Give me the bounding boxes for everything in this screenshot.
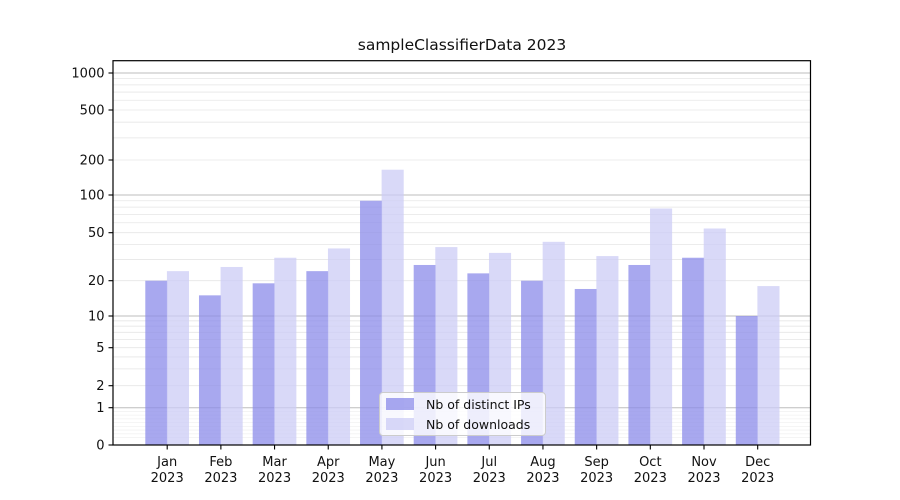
y-tick-label-200: 200 <box>80 154 105 169</box>
x-tick-label-feb: Feb 2023 <box>204 455 237 486</box>
bar-ips-feb <box>198 295 222 445</box>
legend-label-distinct-ips: Nb of distinct IPs <box>426 396 531 412</box>
y-tick-label-100: 100 <box>80 189 105 204</box>
legend-item-distinct-ips: Nb of distinct IPs <box>386 395 539 413</box>
x-tick-label-oct: Oct 2023 <box>634 455 667 486</box>
bar-ips-dec <box>735 316 758 445</box>
bar-ips-nov <box>682 257 705 445</box>
bar-ips-may <box>360 200 383 445</box>
y-tick-label-500: 500 <box>80 104 105 119</box>
y-tick-label-20: 20 <box>88 274 105 289</box>
y-tick-label-10: 10 <box>88 310 105 325</box>
bar-ips-mar <box>252 283 275 445</box>
legend-item-downloads: Nb of downloads <box>386 415 539 433</box>
bar-downloads-mar <box>274 257 297 445</box>
plot-border <box>112 60 812 446</box>
y-tick-label-2: 2 <box>96 379 104 394</box>
x-tick-label-jun: Jun 2023 <box>419 455 452 486</box>
bar-downloads-feb <box>220 266 243 445</box>
bar-downloads-sep <box>596 256 619 445</box>
y-tick-label-50: 50 <box>88 226 105 241</box>
x-tick-label-jul: Jul 2023 <box>473 455 506 486</box>
x-tick-label-jan: Jan 2023 <box>151 455 184 486</box>
legend-swatch-downloads <box>386 418 414 430</box>
y-tick-label-1000: 1000 <box>71 67 104 82</box>
x-tick-label-apr: Apr 2023 <box>312 455 345 486</box>
legend-label-downloads: Nb of downloads <box>426 416 531 432</box>
x-tick-label-sep: Sep 2023 <box>580 455 613 486</box>
x-tick-label-mar: Mar 2023 <box>258 455 291 486</box>
bar-ips-jan <box>145 280 168 445</box>
x-tick-label-dec: Dec 2023 <box>741 455 774 486</box>
bar-ips-oct <box>628 264 651 445</box>
bar-ips-apr <box>306 271 329 445</box>
bar-downloads-aug <box>542 241 565 445</box>
bar-downloads-apr <box>327 248 351 445</box>
bar-ips-sep <box>574 288 597 445</box>
y-tick-label-0: 0 <box>96 439 104 454</box>
bar-downloads-oct <box>650 208 673 445</box>
bar-downloads-nov <box>703 228 726 445</box>
legend-box: Nb of distinct IPs Nb of downloads <box>379 392 546 436</box>
chart-title: sampleClassifierData 2023 <box>357 36 567 54</box>
legend-swatch-distinct-ips <box>386 398 414 410</box>
bar-downloads-dec <box>757 286 780 445</box>
x-tick-label-aug: Aug 2023 <box>526 455 559 486</box>
x-tick-label-nov: Nov 2023 <box>687 455 720 486</box>
bar-downloads-jan <box>166 271 189 445</box>
x-tick-label-may: May 2023 <box>365 455 398 486</box>
y-tick-label-1: 1 <box>96 401 104 416</box>
y-tick-label-5: 5 <box>96 341 104 356</box>
bar-downloads-may <box>381 169 404 445</box>
